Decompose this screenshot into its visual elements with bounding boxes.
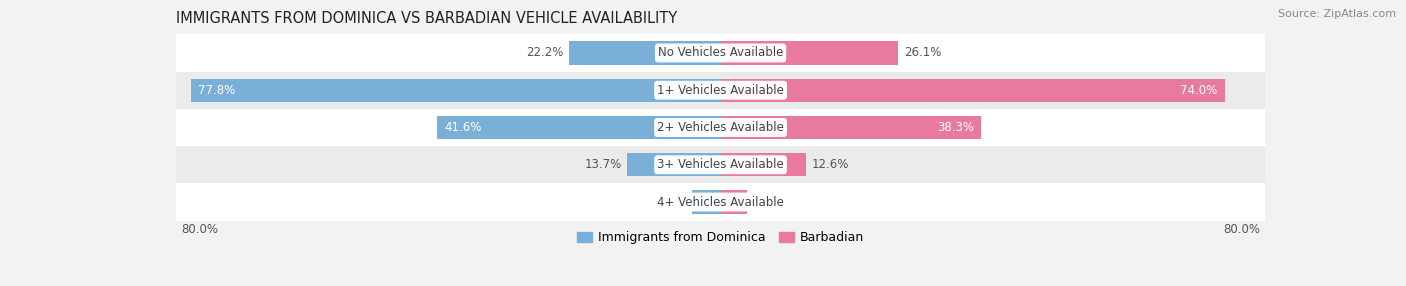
Bar <box>721 41 898 65</box>
Text: 26.1%: 26.1% <box>904 46 941 59</box>
Bar <box>176 109 1265 146</box>
Text: No Vehicles Available: No Vehicles Available <box>658 46 783 59</box>
Bar <box>721 153 807 176</box>
Text: 1+ Vehicles Available: 1+ Vehicles Available <box>657 84 785 97</box>
Bar <box>569 41 721 65</box>
Text: 80.0%: 80.0% <box>181 223 218 236</box>
Text: 77.8%: 77.8% <box>197 84 235 97</box>
Text: 22.2%: 22.2% <box>527 46 564 59</box>
Text: 80.0%: 80.0% <box>1223 223 1260 236</box>
Text: 13.7%: 13.7% <box>585 158 621 171</box>
Bar <box>176 183 1265 221</box>
Text: 3+ Vehicles Available: 3+ Vehicles Available <box>657 158 785 171</box>
Bar <box>692 190 721 214</box>
Bar <box>176 146 1265 183</box>
Bar <box>627 153 721 176</box>
Text: 2+ Vehicles Available: 2+ Vehicles Available <box>657 121 785 134</box>
Bar <box>721 190 747 214</box>
Text: 4.2%: 4.2% <box>657 196 686 208</box>
Bar <box>437 116 721 139</box>
Text: 38.3%: 38.3% <box>938 121 974 134</box>
Bar <box>721 79 1225 102</box>
Text: IMMIGRANTS FROM DOMINICA VS BARBADIAN VEHICLE AVAILABILITY: IMMIGRANTS FROM DOMINICA VS BARBADIAN VE… <box>176 11 678 26</box>
Bar <box>721 116 981 139</box>
Bar <box>176 72 1265 109</box>
Bar <box>191 79 721 102</box>
Text: Source: ZipAtlas.com: Source: ZipAtlas.com <box>1278 9 1396 19</box>
Text: 3.9%: 3.9% <box>752 196 782 208</box>
Text: 4+ Vehicles Available: 4+ Vehicles Available <box>657 196 785 208</box>
Legend: Immigrants from Dominica, Barbadian: Immigrants from Dominica, Barbadian <box>576 231 865 244</box>
Bar <box>176 34 1265 72</box>
Text: 74.0%: 74.0% <box>1181 84 1218 97</box>
Text: 12.6%: 12.6% <box>811 158 849 171</box>
Text: 41.6%: 41.6% <box>444 121 481 134</box>
